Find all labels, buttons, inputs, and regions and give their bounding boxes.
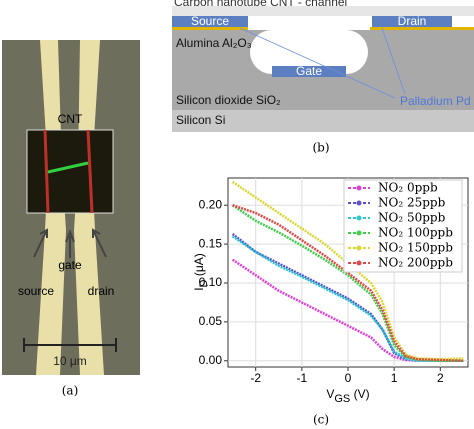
legend-label: NO₂ 150ppb (378, 241, 453, 255)
label: source (18, 284, 54, 298)
pointer (239, 27, 406, 99)
electrode-edge (86, 129, 94, 214)
x-tick-label: 2 (437, 371, 444, 385)
legend-marker (356, 200, 362, 206)
caption: (c) (313, 413, 329, 427)
y-tick-label: 0.20 (199, 197, 223, 211)
arrow (65, 229, 75, 258)
panel-c: ID (μA) VGS (V) (c) 0.00 0.05 0.10 0.15 0.20… (192, 177, 469, 427)
series-line (231, 258, 464, 363)
scale-bar (23, 338, 117, 352)
gate (272, 66, 346, 77)
label: gate (58, 258, 82, 272)
palladium (370, 27, 474, 30)
legend-marker (356, 245, 362, 251)
label: Source (191, 14, 229, 28)
legend-label: NO₂ 25ppb (378, 196, 446, 210)
legend-marker (356, 215, 362, 221)
inset (26, 129, 114, 214)
panel-b: Carbon nanotube CNT - channel Source Dra… (172, 0, 474, 155)
x-tick-label: 1 (391, 371, 398, 385)
x-tick-label: 0 (345, 371, 352, 385)
y-tick-label: 0.15 (199, 236, 223, 250)
legend-label: NO₂ 200ppb (378, 256, 453, 270)
legend-label: NO₂ 100ppb (378, 226, 453, 240)
source (172, 16, 248, 27)
palladium (172, 27, 248, 30)
y-tick-label: 0.00 (199, 353, 223, 367)
label: Gate (296, 64, 322, 78)
nanotube (47, 161, 89, 174)
x-axis-title: VGS (V) (326, 387, 369, 405)
y-tick-label: 0.05 (199, 314, 223, 328)
legend-marker (356, 260, 362, 266)
label: Silicon dioxide SiO₂ (176, 93, 281, 107)
label: CNT (58, 112, 83, 126)
label: drain (88, 284, 115, 298)
series-line (231, 235, 464, 363)
silicon (172, 110, 474, 132)
caption: (a) (62, 384, 79, 398)
legend-label: NO₂ 0ppb (378, 181, 438, 195)
cnt-layer (172, 6, 474, 16)
series-line (232, 204, 464, 363)
panel-a: CNT gate source drain 10 μm (a) (2, 40, 140, 398)
label: 10 μm (53, 354, 87, 368)
label: Palladium Pd (400, 94, 471, 108)
label: Carbon nanotube CNT - channel (174, 0, 347, 9)
legend-label: NO₂ 50ppb (378, 211, 446, 225)
label: Alumina Al₂O₃ (176, 36, 252, 50)
arrow (92, 228, 107, 258)
y-axis-title: ID (μA) (192, 253, 210, 291)
arrow (33, 228, 48, 258)
electrode-edge (43, 129, 50, 214)
series-line (231, 233, 464, 363)
caption: (b) (312, 141, 329, 155)
series-line (231, 180, 464, 361)
legend-marker (356, 185, 362, 191)
x-tick-label: -2 (250, 371, 261, 385)
legend-box (343, 179, 463, 273)
y-tick-label: 0.10 (199, 275, 223, 289)
drain (372, 16, 452, 27)
legend-marker (356, 230, 362, 236)
label: Silicon Si (176, 113, 225, 127)
label: Drain (398, 14, 427, 28)
cavity (250, 30, 368, 74)
x-tick-label: -1 (297, 371, 308, 385)
